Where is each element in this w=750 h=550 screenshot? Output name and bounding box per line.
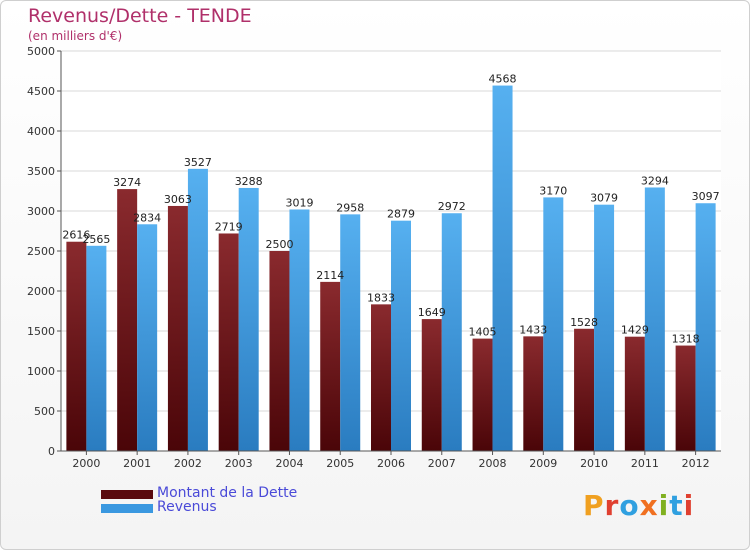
logo-letter: P <box>583 489 605 522</box>
y-tick-label: 3500 <box>27 165 55 178</box>
data-label-revenus: 2565 <box>82 233 110 246</box>
chart-subtitle: (en milliers d'€) <box>28 29 123 43</box>
bar-debt <box>269 251 290 451</box>
data-label-revenus: 4568 <box>489 73 517 86</box>
data-label-revenus: 3294 <box>641 174 669 187</box>
bar-revenus <box>238 187 259 451</box>
logo-letter: i <box>658 489 670 522</box>
bar-debt <box>624 336 645 451</box>
bar-debt <box>117 189 138 451</box>
x-tick-label: 2006 <box>377 457 405 470</box>
bar-revenus <box>86 245 107 451</box>
proxiti-logo: Proxiti <box>583 489 694 522</box>
data-label-revenus: 2958 <box>336 201 364 214</box>
bar-revenus <box>594 204 615 451</box>
logo-letter: r <box>604 489 620 522</box>
x-tick-label: 2004 <box>275 457 303 470</box>
y-tick-label: 2500 <box>27 245 55 258</box>
data-label-revenus: 3097 <box>692 190 720 203</box>
bar-revenus <box>441 213 462 451</box>
bar-debt <box>167 205 188 451</box>
data-label-revenus: 2972 <box>438 200 466 213</box>
y-tick-label: 2000 <box>27 285 55 298</box>
data-label-debt: 1528 <box>570 316 598 329</box>
y-tick-label: 4500 <box>27 85 55 98</box>
bar-revenus <box>644 187 665 452</box>
data-label-debt: 3063 <box>164 193 192 206</box>
x-tick-label: 2010 <box>580 457 608 470</box>
legend-swatch-revenus <box>101 504 153 513</box>
data-label-debt: 1429 <box>621 324 649 337</box>
chart-title: Revenus/Dette - TENDE <box>28 5 252 27</box>
bar-revenus <box>187 168 208 451</box>
x-tick-label: 2011 <box>631 457 659 470</box>
x-tick-label: 2000 <box>72 457 100 470</box>
x-tick-label: 2009 <box>529 457 557 470</box>
bar-revenus <box>289 209 310 451</box>
data-label-debt: 1433 <box>519 323 547 336</box>
x-tick-label: 2007 <box>428 457 456 470</box>
data-label-revenus: 3527 <box>184 156 212 169</box>
bar-revenus <box>137 224 158 451</box>
y-tick-label: 1000 <box>27 365 55 378</box>
data-label-debt: 1833 <box>367 291 395 304</box>
x-tick-label: 2005 <box>326 457 354 470</box>
logo-letter: o <box>619 489 640 522</box>
x-tick-label: 2012 <box>682 457 710 470</box>
bar-debt <box>218 233 239 451</box>
bar-revenus <box>695 203 716 451</box>
data-label-debt: 1318 <box>672 333 700 346</box>
bar-revenus <box>543 197 564 451</box>
bar-debt <box>66 241 87 451</box>
data-label-debt: 2114 <box>316 269 344 282</box>
bar-revenus <box>340 214 361 451</box>
data-label-debt: 2500 <box>265 238 293 251</box>
data-label-revenus: 3170 <box>539 184 567 197</box>
legend-label-revenus: Revenus <box>157 499 217 515</box>
y-tick-label: 4000 <box>27 125 55 138</box>
legend-swatch-debt <box>101 490 153 499</box>
data-label-revenus: 3019 <box>285 196 313 209</box>
data-label-debt: 1649 <box>418 306 446 319</box>
data-label-revenus: 3288 <box>235 175 263 188</box>
x-tick-label: 2008 <box>479 457 507 470</box>
data-label-debt: 2719 <box>215 220 243 233</box>
y-tick-label: 3000 <box>27 205 55 218</box>
data-label-debt: 1405 <box>469 326 497 339</box>
bar-debt <box>371 304 391 451</box>
x-tick-label: 2003 <box>225 457 253 470</box>
x-tick-label: 2001 <box>123 457 151 470</box>
y-tick-label: 500 <box>34 405 55 418</box>
bar-debt <box>472 338 493 451</box>
y-tick-label: 1500 <box>27 325 55 338</box>
bar-debt <box>523 336 544 451</box>
logo-letter: i <box>683 489 695 522</box>
logo-letter: x <box>639 489 659 522</box>
bar-revenus <box>391 220 411 451</box>
legend-label-debt: Montant de la Dette <box>157 485 298 501</box>
y-tick-label: 5000 <box>27 45 55 58</box>
data-label-revenus: 2879 <box>387 208 415 221</box>
data-label-revenus: 2834 <box>133 211 161 224</box>
y-tick-label: 0 <box>48 445 55 458</box>
bar-debt <box>574 328 595 451</box>
bar-debt <box>320 281 341 451</box>
bar-revenus <box>492 85 513 451</box>
x-tick-label: 2002 <box>174 457 202 470</box>
bar-debt <box>421 319 442 451</box>
data-label-revenus: 3079 <box>590 192 618 205</box>
data-label-debt: 2616 <box>62 229 90 242</box>
bar-debt <box>675 345 696 451</box>
data-label-debt: 3274 <box>113 176 141 189</box>
logo-letter: t <box>669 489 684 522</box>
